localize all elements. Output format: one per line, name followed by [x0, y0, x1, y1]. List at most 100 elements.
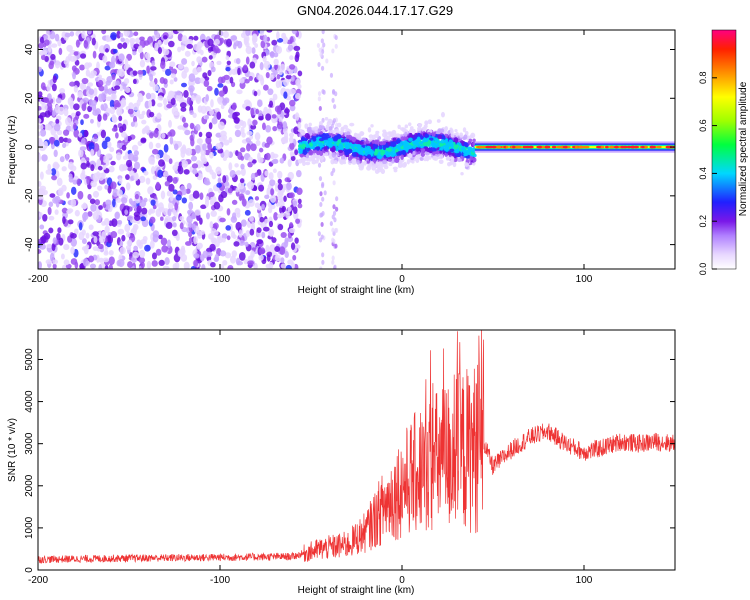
spectrogram-cell — [356, 159, 360, 165]
spectrogram-cell — [42, 213, 48, 222]
spectrogram-cell — [102, 55, 108, 63]
spectrogram-cell — [48, 136, 56, 144]
spectrogram-cell — [63, 59, 68, 65]
spectrogram-cell — [146, 65, 150, 74]
spectrogram-cell — [297, 198, 302, 204]
spectrogram-cell — [329, 221, 333, 227]
spectrogram-cell — [296, 187, 303, 196]
spectrogram-cell — [137, 92, 143, 98]
spectrogram-cell — [301, 140, 307, 144]
spectrogram-cell — [268, 172, 274, 181]
spectrogram-cell — [266, 30, 273, 33]
spectrogram-cell — [102, 164, 107, 170]
spectrogram-cell — [323, 190, 327, 196]
spectrogram-cell — [279, 212, 286, 218]
spectrogram-cell — [45, 169, 53, 175]
spectrogram-cell — [245, 46, 253, 55]
spectrogram-cell — [170, 97, 176, 106]
spectrogram-cell — [70, 258, 78, 265]
spectrogram-cell — [304, 132, 310, 139]
spectrogram-cell — [372, 157, 377, 164]
spectrogram-cell — [126, 215, 134, 221]
spectrogram-cell — [163, 152, 168, 161]
colorbar-tick-label: 0.0 — [698, 263, 708, 276]
spectrogram-cell — [82, 257, 89, 267]
spectrogram-cell — [49, 252, 55, 262]
spectrogram-cell — [237, 40, 243, 49]
spectrogram-cell — [61, 264, 67, 269]
spectrogram-cell — [294, 149, 299, 156]
spectrogram-cell — [107, 234, 112, 244]
spectrogram-cell — [294, 54, 300, 63]
spectrogram-cell — [111, 218, 118, 227]
spectrogram-cell — [98, 257, 104, 263]
spectrogram-cell — [173, 143, 179, 151]
spectrogram-cell — [46, 243, 53, 249]
spectrogram-cell — [47, 206, 52, 216]
spectrogram-cell — [282, 121, 288, 130]
spectrogram-cell — [164, 257, 170, 266]
spectrogram-cell — [41, 103, 48, 111]
spectrogram-cell — [238, 120, 245, 126]
spectrogram-cell — [423, 157, 427, 162]
spectrogram-cell — [122, 83, 127, 90]
spectrogram-cell — [186, 43, 194, 49]
colorbar-tick-label: 0.6 — [698, 119, 708, 132]
spectrogram-cell — [292, 206, 298, 215]
spectrogram-cell — [259, 247, 266, 255]
spectrogram-cell — [163, 144, 169, 153]
spectrogram-cell — [360, 163, 365, 169]
spectrogram-cell — [66, 209, 72, 214]
spectrogram-cell — [222, 175, 227, 184]
spectrogram-cell — [96, 158, 102, 167]
spectrogram-cell — [109, 99, 115, 109]
spectrogram-cell — [405, 141, 410, 146]
spectrogram-cell — [277, 183, 283, 191]
spectrogram-cell — [108, 165, 115, 173]
spectrogram-cell — [239, 78, 245, 84]
spectrogram-cell — [231, 199, 238, 205]
spectrogram-cell — [75, 111, 81, 117]
spectrogram-cell — [231, 102, 237, 111]
spectrogram-cell — [305, 161, 311, 166]
spectrogram-cell — [189, 122, 195, 130]
spectrogram-cell — [308, 142, 313, 146]
spectrogram-cell — [120, 37, 125, 43]
spectrogram-cell — [411, 160, 415, 164]
spectrogram-cell — [51, 242, 56, 252]
spectrogram-cell — [401, 150, 407, 156]
spectrogram-cell — [213, 201, 221, 210]
spectrogram-cell — [119, 32, 124, 38]
spectrogram-cell — [117, 219, 123, 225]
spectrogram-cell — [244, 79, 250, 84]
spectrogram-cell — [219, 264, 225, 269]
spectrogram-cell — [367, 127, 372, 133]
spectrogram-cell — [59, 88, 66, 94]
spectrogram-cell — [431, 147, 437, 152]
spectrogram-cell — [374, 133, 380, 139]
spectrogram-cell — [267, 88, 274, 96]
spectrogram-cell — [188, 73, 196, 82]
spectrogram-cell — [137, 45, 143, 54]
spectrogram-cell — [172, 177, 178, 184]
spectrogram-cell — [172, 189, 178, 195]
spectrogram-cell — [123, 78, 130, 85]
colorbar: 0.0 0.2 0.4 0.6 0.8 Normalized spectral ampl… — [698, 29, 749, 276]
spectrogram-cell — [92, 190, 100, 198]
spectrogram-cell — [417, 151, 421, 155]
spectrogram-cell — [255, 139, 261, 146]
spectrogram-cell — [229, 76, 234, 84]
spectrogram-cell — [449, 161, 453, 166]
spectrogram-cell — [41, 54, 46, 61]
spectrogram-cell — [46, 83, 52, 92]
x-tick-label: -200 — [28, 575, 48, 586]
spectrogram-cell — [215, 166, 222, 175]
spectrogram-cell — [143, 170, 149, 176]
spectrogram-cell — [241, 132, 246, 138]
spectrogram-cell — [177, 30, 184, 33]
spectrogram-cell — [137, 70, 144, 75]
spectrogram-cell — [72, 55, 77, 62]
spectrogram-cell — [604, 145, 609, 149]
spectrogram-cell — [273, 64, 279, 70]
spectrogram-cell — [98, 264, 102, 269]
